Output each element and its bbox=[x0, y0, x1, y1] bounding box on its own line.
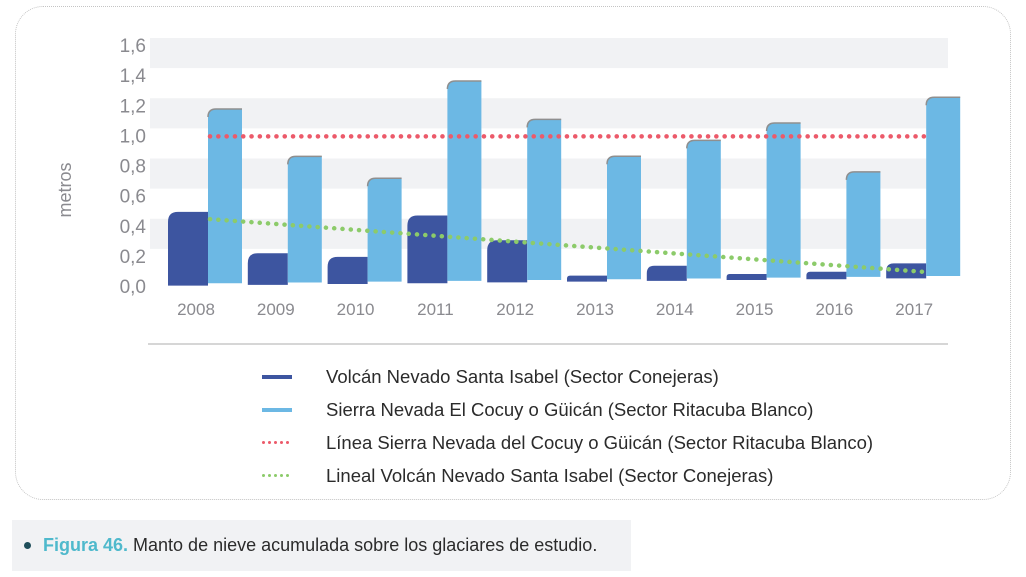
x-tick-label: 2013 bbox=[576, 300, 614, 319]
legend-dot bbox=[262, 441, 265, 444]
x-axis-ticks: 2008 2009 2010 2011 2012 2013 2014 2015 2016 2017 bbox=[177, 300, 933, 319]
bullet-icon bbox=[24, 542, 31, 549]
bar-el-cocuy-2012 bbox=[527, 119, 562, 281]
bar-santa-isabel-2010 bbox=[327, 256, 368, 285]
legend: Volcán Nevado Santa Isabel (Sector Conej… bbox=[262, 360, 873, 492]
bar-top-edge bbox=[686, 139, 721, 149]
bar-top-edge bbox=[446, 80, 482, 90]
legend-label: Sierra Nevada El Cocuy o Güicán (Sector … bbox=[326, 398, 814, 420]
bar-top-edge bbox=[925, 96, 961, 106]
y-tick-label: 0,8 bbox=[120, 157, 146, 178]
legend-dot bbox=[268, 474, 271, 477]
x-tick-label: 2014 bbox=[656, 300, 694, 319]
legend-swatch-red-dotted bbox=[262, 438, 292, 448]
legend-dot bbox=[280, 474, 283, 477]
y-tick-label: 1,2 bbox=[120, 96, 146, 117]
x-tick-label: 2011 bbox=[417, 300, 454, 319]
y-axis-ticks: 0,0 0,2 0,4 0,6 0,8 1,0 1,2 1,4 1,6 bbox=[120, 36, 147, 298]
x-tick-label: 2015 bbox=[736, 300, 774, 319]
bar-top-edge bbox=[366, 177, 402, 187]
legend-item-lineal-santa-isabel: Lineal Volcán Nevado Santa Isabel (Secto… bbox=[262, 459, 873, 492]
bar-top-edge bbox=[765, 122, 801, 132]
legend-dot bbox=[286, 474, 289, 477]
y-tick-label: 1,6 bbox=[120, 36, 146, 57]
bar-santa-isabel-2008 bbox=[168, 211, 208, 286]
bar-santa-isabel-2011 bbox=[407, 215, 448, 284]
y-tick-label: 1,0 bbox=[120, 126, 146, 147]
legend-dot bbox=[262, 474, 265, 477]
bar-el-cocuy-2014 bbox=[686, 140, 721, 279]
legend-item-el-cocuy: Sierra Nevada El Cocuy o Güicán (Sector … bbox=[262, 393, 873, 426]
bar-santa-isabel-2016 bbox=[806, 271, 847, 280]
bar-top-edge bbox=[526, 118, 562, 128]
bar-santa-isabel-2009 bbox=[247, 253, 288, 285]
legend-item-linea-cocuy: Línea Sierra Nevada del Cocuy o Güicán (… bbox=[262, 426, 873, 459]
bar-el-cocuy-2016 bbox=[846, 171, 881, 277]
legend-dot bbox=[280, 441, 283, 444]
x-tick-label: 2010 bbox=[337, 300, 375, 319]
legend-dot bbox=[274, 474, 277, 477]
x-tick-label: 2017 bbox=[895, 300, 933, 319]
bar-el-cocuy-2009 bbox=[287, 156, 322, 283]
bar-chart: 0,00,20,40,60,81,01,21,41,6 metros 2008 2… bbox=[55, 36, 961, 345]
bar-top-edge bbox=[606, 155, 641, 165]
y-tick-label: 0,4 bbox=[120, 217, 147, 238]
legend-label: Lineal Volcán Nevado Santa Isabel (Secto… bbox=[326, 464, 774, 486]
x-tick-label: 2016 bbox=[815, 300, 853, 319]
bar-top-edge bbox=[287, 155, 322, 165]
x-tick-label: 2008 bbox=[177, 300, 215, 319]
legend-swatch-green-dotted bbox=[262, 471, 292, 481]
legend-swatch-dark-blue bbox=[262, 372, 292, 382]
legend-dot bbox=[286, 441, 289, 444]
y-tick-label: 0,0 bbox=[120, 277, 146, 298]
trend-lines bbox=[207, 134, 931, 275]
caption-prefix: Figura 46. bbox=[43, 535, 129, 555]
y-tick-label: 0,2 bbox=[120, 247, 146, 268]
x-tick-label: 2012 bbox=[496, 300, 534, 319]
bar-el-cocuy-2015 bbox=[766, 122, 801, 278]
bar-santa-isabel-2013 bbox=[567, 275, 607, 282]
grid-band bbox=[150, 38, 948, 69]
bar-el-cocuy-2008 bbox=[208, 109, 242, 284]
bar-santa-isabel-2012 bbox=[487, 240, 528, 283]
legend-item-santa-isabel: Volcán Nevado Santa Isabel (Sector Conej… bbox=[262, 360, 873, 393]
bar-el-cocuy-2017 bbox=[926, 97, 961, 277]
figure-frame bbox=[15, 6, 1011, 500]
caption-text: Manto de nieve acumulada sobre los glaci… bbox=[133, 535, 598, 555]
bar-santa-isabel-2014 bbox=[646, 265, 687, 281]
legend-dot bbox=[274, 441, 277, 444]
y-axis-label: metros bbox=[55, 162, 75, 217]
bar-el-cocuy-2013 bbox=[607, 156, 641, 280]
y-tick-label: 0,6 bbox=[120, 187, 146, 208]
bar-top-edge bbox=[207, 108, 242, 118]
bar-santa-isabel-2015 bbox=[726, 273, 767, 281]
y-tick-label: 1,4 bbox=[120, 66, 147, 87]
bar-el-cocuy-2011 bbox=[447, 81, 482, 281]
figure-caption: Figura 46. Manto de nieve acumulada sobr… bbox=[12, 520, 631, 571]
x-tick-label: 2009 bbox=[257, 300, 295, 319]
legend-dot bbox=[268, 441, 271, 444]
legend-label: Línea Sierra Nevada del Cocuy o Güicán (… bbox=[326, 431, 874, 453]
legend-swatch-light-blue bbox=[262, 405, 292, 415]
legend-label: Volcán Nevado Santa Isabel (Sector Conej… bbox=[326, 365, 719, 387]
bar-top-edge bbox=[845, 171, 881, 180]
